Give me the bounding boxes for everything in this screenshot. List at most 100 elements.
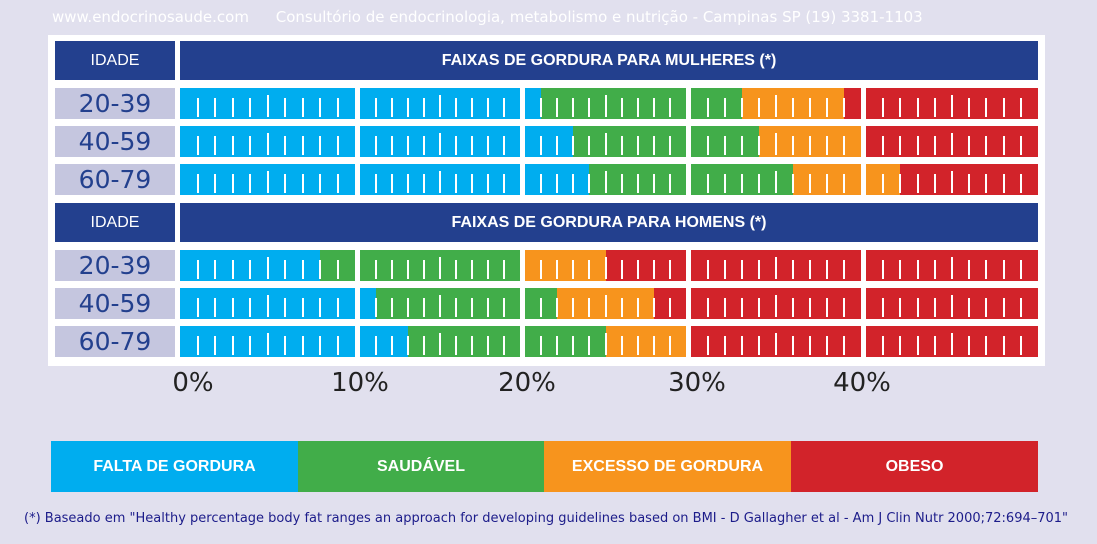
tick-mark — [588, 174, 591, 193]
tick-mark — [951, 257, 953, 279]
footnote: (*) Baseado em "Healthy percentage body … — [24, 511, 1069, 526]
tick-mark — [741, 136, 743, 155]
tick-mark — [556, 260, 559, 279]
tick-mark — [724, 298, 726, 317]
tick-mark — [1002, 174, 1005, 193]
tick-mark — [636, 174, 639, 193]
tick-mark — [249, 136, 251, 155]
age-header: IDADE — [55, 41, 175, 80]
tick-mark — [951, 333, 953, 355]
clinic-info: Consultório de endocrinologia, metabolis… — [275, 8, 923, 26]
tick-mark — [985, 98, 988, 117]
tick-mark — [319, 260, 321, 279]
tick-mark — [407, 336, 409, 355]
tick-mark — [407, 136, 409, 155]
tick-mark — [882, 260, 885, 279]
tick-mark — [724, 98, 726, 117]
tick-mark — [826, 174, 828, 193]
tick-mark — [951, 295, 953, 317]
legend-overfat: EXCESSO DE GORDURA — [544, 441, 791, 492]
group-title: FAIXAS DE GORDURA PARA HOMENS (*) — [180, 203, 1038, 242]
tick-mark — [455, 174, 457, 193]
tick-mark — [556, 174, 559, 193]
tick-mark — [1019, 136, 1022, 155]
tick-mark — [951, 95, 953, 117]
tick-mark — [668, 98, 671, 117]
tick-mark — [899, 260, 902, 279]
tick-mark — [652, 336, 655, 355]
tick-mark — [336, 98, 339, 117]
tick-mark — [741, 174, 743, 193]
tick-mark — [968, 298, 971, 317]
range-segment-healthy — [573, 126, 686, 157]
tick-mark — [758, 298, 760, 317]
tick-mark — [572, 136, 575, 155]
site-url[interactable]: www.endocrinosaude.com — [52, 8, 249, 26]
tick-mark — [572, 260, 575, 279]
age-label: 60-79 — [55, 326, 175, 357]
tick-mark — [439, 133, 441, 155]
tick-mark — [792, 174, 794, 193]
tick-mark — [968, 260, 971, 279]
tick-mark — [301, 336, 304, 355]
tick-mark — [336, 298, 339, 317]
age-label: 20-39 — [55, 88, 175, 119]
legend-obese: OBESO — [791, 441, 1038, 492]
tick-mark — [319, 98, 321, 117]
tick-mark — [916, 136, 919, 155]
tick-mark — [556, 298, 559, 317]
tick-mark — [899, 98, 902, 117]
tick-mark — [620, 336, 623, 355]
tick-mark — [391, 336, 393, 355]
tick-mark — [620, 174, 623, 193]
tick-mark — [1002, 336, 1005, 355]
tick-mark — [636, 298, 639, 317]
tick-mark — [540, 298, 543, 317]
tick-mark — [249, 260, 251, 279]
tick-mark — [968, 336, 971, 355]
tick-mark — [1002, 136, 1005, 155]
tick-mark — [556, 136, 559, 155]
tick-mark — [266, 295, 269, 317]
range-segment-underfat — [360, 326, 408, 357]
tick-mark — [301, 136, 304, 155]
legend-underfat: FALTA DE GORDURA — [51, 441, 298, 492]
tick-mark — [214, 336, 216, 355]
tick-mark — [455, 298, 457, 317]
tick-mark — [724, 336, 726, 355]
tick-mark — [572, 174, 575, 193]
tick-mark — [951, 133, 953, 155]
tick-mark — [407, 298, 409, 317]
tick-mark — [196, 260, 199, 279]
tick-mark — [214, 298, 216, 317]
tick-mark — [439, 95, 441, 117]
tick-mark — [809, 98, 811, 117]
tick-mark — [231, 260, 234, 279]
tick-mark — [540, 260, 543, 279]
x-tick-label: 0% — [172, 368, 214, 398]
tick-mark — [826, 298, 828, 317]
tick-mark — [196, 98, 199, 117]
tick-mark — [249, 174, 251, 193]
tick-mark — [471, 174, 473, 193]
tick-mark — [1002, 98, 1005, 117]
legend-healthy: SAUDÁVEL — [298, 441, 544, 492]
age-label: 40-59 — [55, 288, 175, 319]
tick-mark — [391, 136, 393, 155]
tick-mark — [968, 136, 971, 155]
tick-mark — [572, 336, 575, 355]
range-segment-healthy — [525, 326, 606, 357]
tick-mark — [439, 333, 441, 355]
tick-mark — [843, 260, 845, 279]
tick-mark — [826, 136, 828, 155]
tick-mark — [620, 136, 623, 155]
tick-mark — [336, 174, 339, 193]
range-segment-healthy — [691, 88, 742, 119]
tick-mark — [301, 260, 304, 279]
tick-mark — [540, 336, 543, 355]
tick-mark — [588, 136, 591, 155]
tick-mark — [668, 136, 671, 155]
range-segment-healthy — [376, 288, 520, 319]
tick-mark — [792, 136, 794, 155]
tick-mark — [375, 98, 377, 117]
